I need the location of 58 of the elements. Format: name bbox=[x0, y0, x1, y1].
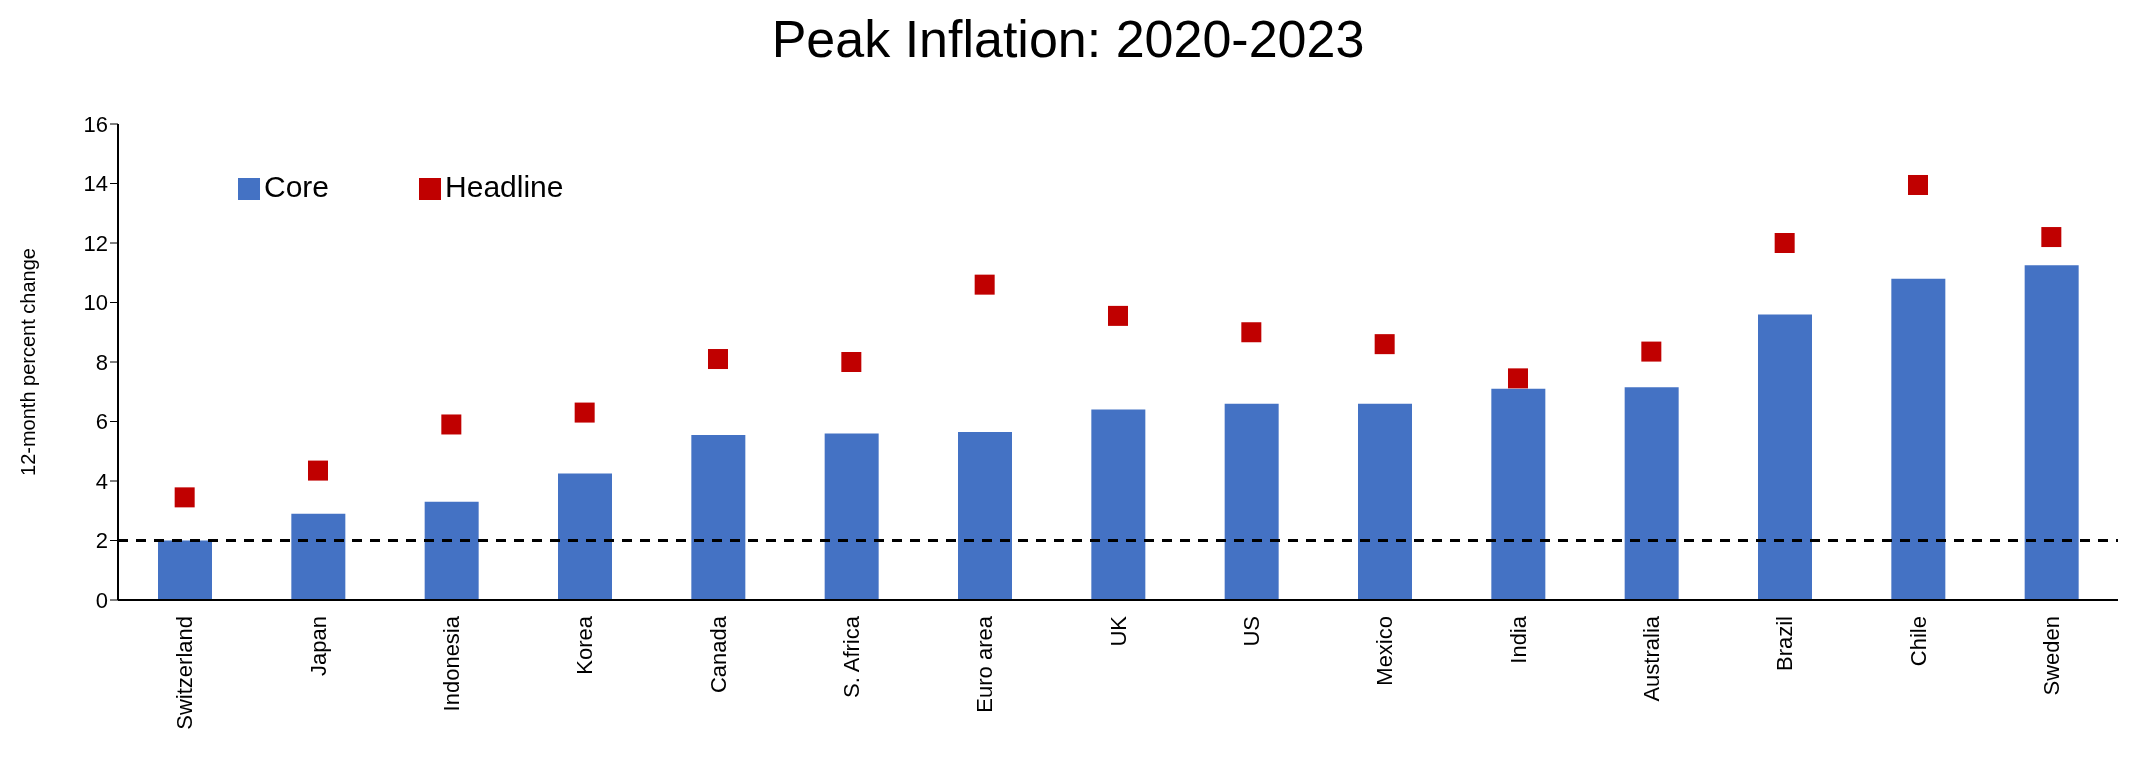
legend-label: Headline bbox=[445, 170, 564, 203]
point bbox=[974, 274, 995, 295]
point bbox=[1908, 174, 1928, 195]
x-tick-label: Switzerland bbox=[172, 616, 198, 730]
bar bbox=[424, 501, 479, 600]
y-tick-label: 8 bbox=[95, 349, 108, 375]
y-axis-title: 12-month percent change bbox=[17, 248, 40, 476]
bar bbox=[691, 434, 746, 600]
y-tick-label: 14 bbox=[83, 171, 108, 197]
y-tick-label: 16 bbox=[83, 111, 108, 137]
legend-label: Core bbox=[264, 170, 330, 203]
bar bbox=[958, 431, 1012, 600]
x-tick-label: Indonesia bbox=[438, 615, 464, 712]
x-tick-label: Brazil bbox=[1772, 616, 1798, 672]
bar bbox=[2024, 265, 2079, 600]
bar bbox=[824, 433, 879, 600]
point bbox=[308, 460, 328, 481]
point bbox=[1508, 368, 1528, 389]
y-tick-label: 10 bbox=[83, 290, 108, 316]
x-tick-label: Canada bbox=[705, 615, 731, 694]
point bbox=[2041, 227, 2062, 248]
point bbox=[574, 402, 595, 423]
bar bbox=[1624, 387, 1679, 600]
y-tick-label: 0 bbox=[95, 587, 108, 613]
x-tick-label: Sweden bbox=[2038, 616, 2064, 696]
point bbox=[708, 349, 728, 370]
bar bbox=[1224, 403, 1279, 600]
x-tick-label: S. Africa bbox=[838, 615, 864, 698]
x-tick-label: Korea bbox=[572, 615, 598, 675]
bar bbox=[1358, 403, 1412, 600]
x-tick-label: UK bbox=[1105, 615, 1131, 647]
point bbox=[174, 487, 195, 508]
point bbox=[441, 414, 462, 435]
x-tick-label: Japan bbox=[305, 616, 331, 676]
y-tick-label: 12 bbox=[83, 230, 108, 256]
bar bbox=[158, 540, 212, 600]
bar bbox=[1891, 278, 1946, 600]
y-tick-label: 6 bbox=[95, 409, 108, 435]
point bbox=[1641, 341, 1662, 362]
point bbox=[1374, 334, 1395, 355]
point bbox=[1241, 322, 1262, 343]
x-tick-label: Chile bbox=[1905, 616, 1931, 667]
y-tick-label: 4 bbox=[95, 468, 108, 494]
point bbox=[1774, 233, 1795, 253]
bar bbox=[1491, 388, 1546, 600]
x-tick-label: Australia bbox=[1638, 615, 1664, 702]
y-tick-label: 2 bbox=[95, 528, 108, 554]
chart-title: Peak Inflation: 2020-2023 bbox=[770, 9, 1366, 70]
x-tick-label: Mexico bbox=[1372, 616, 1398, 686]
x-tick-label: India bbox=[1505, 615, 1531, 664]
bar bbox=[558, 473, 612, 600]
bar bbox=[291, 513, 346, 600]
bar bbox=[1758, 314, 1812, 600]
x-tick-label: Euro area bbox=[972, 615, 998, 713]
bar bbox=[1091, 409, 1146, 600]
point bbox=[841, 352, 862, 372]
point bbox=[1108, 305, 1128, 326]
x-tick-label: US bbox=[1238, 616, 1264, 647]
